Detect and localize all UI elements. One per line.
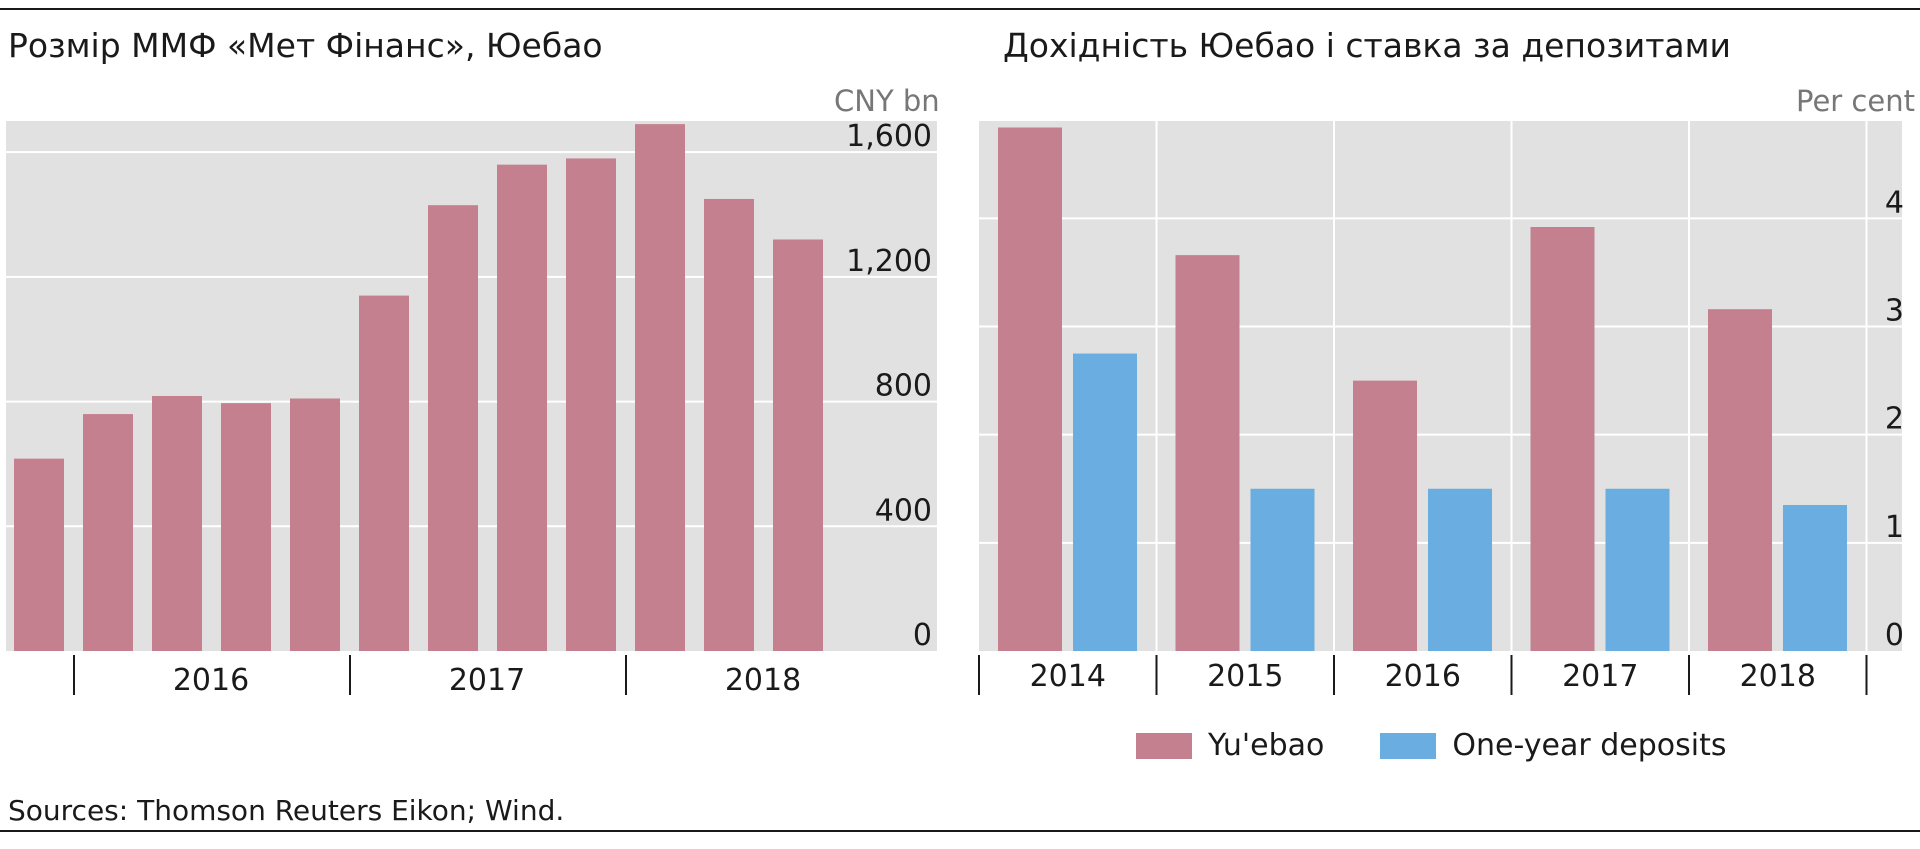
left-bar — [773, 239, 823, 651]
right-x-tick-label: 2016 — [1385, 659, 1461, 694]
right-x-tick-label: 2018 — [1740, 659, 1816, 694]
source-note: Sources: Thomson Reuters Eikon; Wind. — [8, 794, 565, 827]
legend-item-deposits: One-year deposits — [1380, 728, 1727, 763]
right-bars — [998, 127, 1847, 652]
right-bar-deposits — [1783, 504, 1847, 651]
left-y-tick-label: 1,600 — [846, 119, 932, 154]
left-chart-title: Розмір ММФ «Мет Фінанс», Юебао — [8, 26, 603, 65]
legend-label-deposits: One-year deposits — [1452, 728, 1727, 763]
right-bar-deposits — [1250, 488, 1315, 651]
right-y-ticks: 0 1 2 3 4 — [1885, 185, 1904, 653]
left-bar — [635, 124, 685, 651]
legend: Yu'ebao One-year deposits — [1136, 728, 1773, 763]
legend-swatch-yuebao — [1136, 732, 1192, 759]
left-x-tick-label: 2017 — [449, 663, 525, 698]
right-y-tick-label: 0 — [1885, 618, 1904, 653]
left-y-tick-label: 1,200 — [846, 244, 932, 279]
left-bar — [704, 198, 754, 652]
right-bar-deposits — [1073, 353, 1137, 651]
left-y-tick-label: 0 — [913, 618, 932, 653]
right-y-tick-label: 2 — [1885, 402, 1904, 437]
right-bar-deposits — [1605, 488, 1670, 651]
legend-label-yuebao: Yu'ebao — [1208, 728, 1325, 763]
bottom-rule — [0, 830, 1920, 832]
left-y-tick-label: 400 — [875, 493, 932, 528]
left-x-axis: 2016 2017 2018 — [73, 655, 801, 698]
right-chart-title: Дохідність Юебао і ставка за депозитами — [1003, 26, 1731, 65]
right-bar-yuebao — [998, 127, 1062, 651]
left-bar — [566, 158, 616, 652]
right-x-tick-label: 2014 — [1030, 659, 1106, 694]
left-bar — [83, 414, 133, 651]
left-y-tick-label: 800 — [875, 369, 932, 404]
left-bar — [14, 458, 64, 651]
right-bar-yuebao — [1708, 309, 1772, 651]
left-y-unit: CNY bn — [834, 84, 940, 118]
right-x-axis: 2014 2015 2016 2017 2018 — [978, 655, 1868, 695]
right-x-tick-label: 2017 — [1562, 659, 1638, 694]
left-bar — [359, 295, 409, 651]
top-rule — [0, 8, 1920, 10]
right-y-tick-label: 1 — [1885, 510, 1904, 545]
right-bar-yuebao — [1353, 380, 1417, 651]
left-bar — [152, 395, 202, 651]
right-x-tick-label: 2015 — [1207, 659, 1283, 694]
left-bar — [221, 403, 271, 651]
left-bar — [290, 398, 340, 651]
right-bar-deposits — [1428, 488, 1492, 651]
right-bar-yuebao — [1175, 255, 1240, 652]
left-y-ticks: 0 400 800 1,200 1,600 — [846, 119, 932, 653]
right-y-tick-label: 4 — [1885, 185, 1904, 220]
legend-swatch-deposits — [1380, 732, 1437, 759]
left-x-tick-label: 2016 — [173, 663, 249, 698]
right-bar-yuebao — [1530, 227, 1595, 651]
right-y-unit: Per cent — [1796, 84, 1915, 118]
left-bars — [14, 124, 823, 652]
left-x-tick-label: 2018 — [725, 663, 801, 698]
left-bar — [497, 164, 547, 651]
legend-item-yuebao: Yu'ebao — [1136, 728, 1324, 763]
left-bar — [428, 205, 478, 652]
right-y-tick-label: 3 — [1885, 294, 1904, 329]
